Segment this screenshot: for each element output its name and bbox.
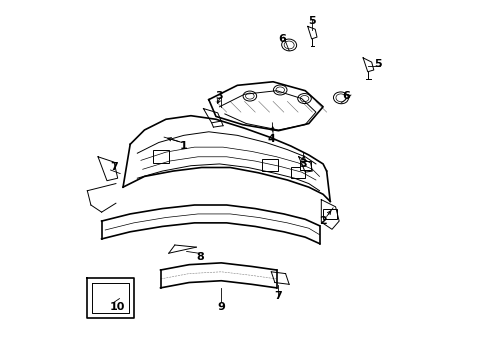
FancyBboxPatch shape [290, 167, 305, 178]
Ellipse shape [243, 91, 256, 101]
FancyBboxPatch shape [323, 208, 336, 219]
FancyBboxPatch shape [299, 161, 311, 170]
Ellipse shape [281, 39, 296, 51]
Ellipse shape [275, 87, 284, 93]
Ellipse shape [273, 85, 286, 95]
FancyBboxPatch shape [262, 158, 278, 171]
Ellipse shape [297, 94, 311, 104]
Text: 6: 6 [278, 34, 285, 44]
Ellipse shape [284, 41, 294, 49]
Text: 7: 7 [274, 291, 282, 301]
Text: 10: 10 [110, 302, 125, 312]
Text: 8: 8 [196, 252, 203, 262]
Text: 7: 7 [110, 162, 118, 172]
Text: 2: 2 [319, 216, 326, 226]
Text: 9: 9 [217, 302, 225, 312]
Text: 6: 6 [342, 91, 349, 101]
Ellipse shape [300, 95, 308, 102]
Text: 3: 3 [299, 159, 306, 169]
Text: 5: 5 [374, 59, 382, 69]
Ellipse shape [335, 94, 345, 102]
Text: 5: 5 [308, 16, 316, 26]
Text: 1: 1 [180, 141, 187, 151]
Text: 3: 3 [215, 91, 223, 101]
Ellipse shape [333, 92, 348, 104]
Text: 4: 4 [267, 134, 275, 144]
Ellipse shape [245, 93, 254, 99]
FancyBboxPatch shape [153, 150, 169, 163]
